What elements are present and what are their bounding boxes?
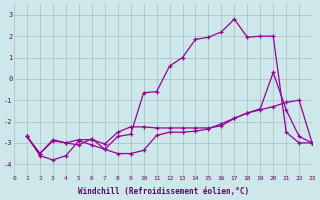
X-axis label: Windchill (Refroidissement éolien,°C): Windchill (Refroidissement éolien,°C) [77,187,249,196]
